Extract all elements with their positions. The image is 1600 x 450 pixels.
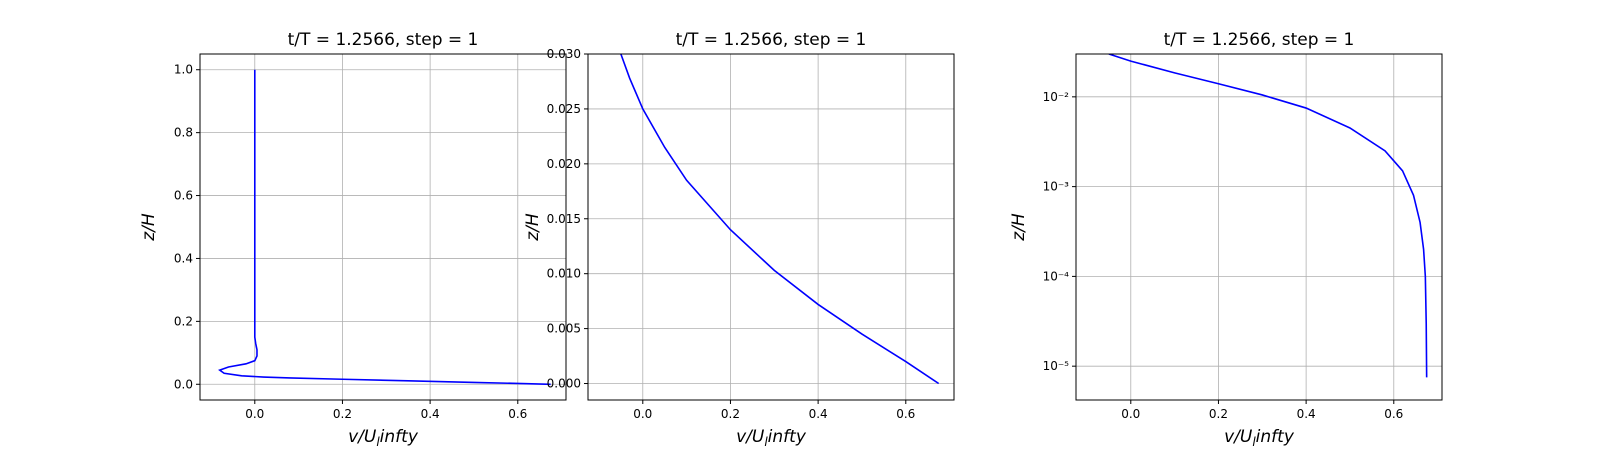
y-tick-label: 0.6 <box>174 189 193 203</box>
x-axis-label-subscript: l <box>764 435 768 449</box>
axes-frame <box>587 53 955 401</box>
y-tick-label: 0.020 <box>547 157 581 171</box>
y-tick-label: 0.2 <box>174 314 193 328</box>
x-tick-label: 0.4 <box>1297 407 1316 421</box>
subplot-3: 0.0 0.2 0.4 0.6 10⁻⁵ 10⁻⁴ 10⁻³ 10⁻² t/T = 1.2566… <box>1009 30 1443 449</box>
y-tick-label: 1.0 <box>174 63 193 77</box>
y-tick-label: 10⁻⁵ <box>1043 359 1070 373</box>
y-tick-label: 0.0 <box>174 377 193 391</box>
x-tick-label: 0.0 <box>1121 407 1140 421</box>
y-axis-label: z/H <box>523 213 543 242</box>
y-tick-label: 0.000 <box>547 377 581 391</box>
chart-title: t/T = 1.2566, step = 1 <box>288 30 479 50</box>
x-tick-label: 0.2 <box>721 407 740 421</box>
x-axis-label-part: infty <box>380 427 419 447</box>
y-tick-label: 0.8 <box>174 126 193 140</box>
x-axis-label-part: infty <box>1256 427 1295 447</box>
series-line <box>218 69 551 386</box>
x-axis-label-part: v/U <box>736 427 765 447</box>
axes-frame <box>199 53 567 401</box>
x-tick-label: 0.0 <box>633 407 652 421</box>
subplot-1: 0.0 0.2 0.4 0.6 0.0 0.2 0.4 0.6 0.8 1.0 t/T = 1.25… <box>139 30 567 449</box>
chart-title: t/T = 1.2566, step = 1 <box>676 30 867 50</box>
x-axis-label: v/Ulinfty <box>348 427 419 449</box>
x-tick-label: 0.0 <box>245 407 264 421</box>
y-axis-label: z/H <box>1009 213 1029 242</box>
x-tick-label: 0.6 <box>1384 407 1403 421</box>
x-axis-label: v/Ulinfty <box>736 427 807 449</box>
y-tick-label: 0.030 <box>547 47 581 61</box>
series-line <box>1108 54 1428 378</box>
chart-title: t/T = 1.2566, step = 1 <box>1164 30 1355 50</box>
y-tick-label: 0.025 <box>547 102 581 116</box>
x-tick-label: 0.4 <box>809 407 828 421</box>
y-tick-label: 0.4 <box>174 251 193 265</box>
x-tick-label: 0.2 <box>333 407 352 421</box>
x-tick-label: 0.2 <box>1209 407 1228 421</box>
x-axis-label-subscript: l <box>376 435 380 449</box>
axes-frame <box>1075 53 1443 401</box>
x-axis-label-part: v/U <box>1224 427 1253 447</box>
y-tick-label: 10⁻² <box>1043 90 1070 104</box>
y-tick-label: 10⁻⁴ <box>1043 269 1070 283</box>
y-tick-label: 0.015 <box>547 212 581 226</box>
y-tick-label: 10⁻³ <box>1043 180 1070 194</box>
subplot-2: 0.0 0.2 0.4 0.6 0.000 0.005 0.010 0.015 0.020 0.0… <box>523 30 955 449</box>
y-axis-label: z/H <box>139 213 159 242</box>
x-axis-label: v/Ulinfty <box>1224 427 1295 449</box>
x-axis-label-part: infty <box>768 427 807 447</box>
x-tick-label: 0.6 <box>508 407 527 421</box>
x-axis-label-subscript: l <box>1252 435 1256 449</box>
x-tick-label: 0.6 <box>896 407 915 421</box>
series-line <box>620 54 940 385</box>
x-tick-label: 0.4 <box>421 407 440 421</box>
x-axis-label-part: v/U <box>348 427 377 447</box>
y-tick-label: 0.005 <box>547 322 581 336</box>
y-tick-label: 0.010 <box>547 267 581 281</box>
